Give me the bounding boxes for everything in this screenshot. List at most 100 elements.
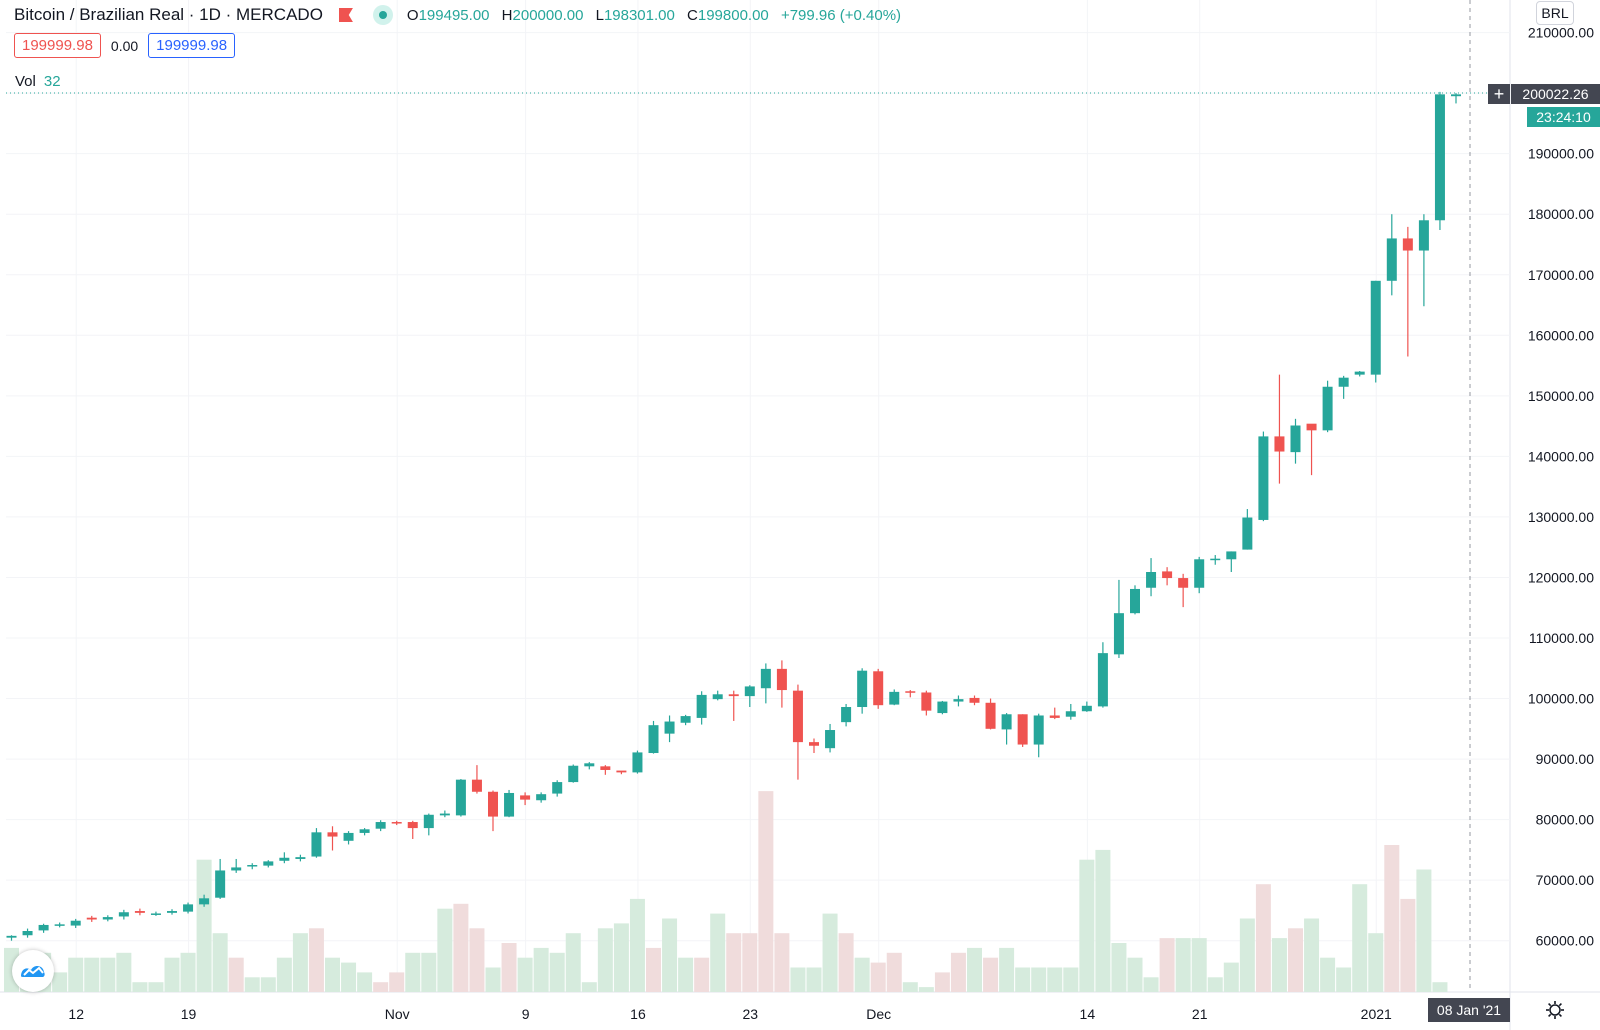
volume-bar [357, 972, 373, 992]
candle-body [199, 898, 210, 905]
tradingview-logo-icon[interactable] [12, 950, 54, 992]
volume-bar [180, 952, 196, 992]
volume-bar [1384, 845, 1400, 992]
plus-icon[interactable]: + [1488, 84, 1510, 104]
high-value: 200000.00 [512, 6, 584, 24]
candle-body [921, 692, 932, 711]
candle-body [423, 814, 434, 829]
candle-body [1322, 386, 1333, 431]
volume-bar [1031, 967, 1047, 992]
candle-body [488, 791, 498, 817]
volume-bar [341, 962, 357, 992]
candle-body [792, 690, 803, 743]
y-tick-label: 110000.00 [1529, 630, 1594, 646]
y-tick-label: 90000.00 [1536, 751, 1595, 767]
volume-bar [52, 972, 68, 992]
volume-bar [581, 982, 597, 992]
volume-bar [164, 957, 180, 992]
volume-bar [1015, 967, 1031, 992]
y-tick-label: 100000.00 [1528, 691, 1594, 707]
candle-body [889, 691, 900, 705]
candle-body [504, 792, 515, 817]
volume-bar [421, 952, 437, 992]
candle-body [327, 832, 338, 837]
candle-body [552, 782, 563, 794]
volume-label: Vol [15, 73, 36, 90]
candle-body [311, 832, 322, 857]
candle-body [1258, 436, 1269, 520]
settings-gear-icon[interactable] [1545, 1000, 1565, 1020]
candle-body [118, 912, 129, 917]
volume-bar [485, 967, 501, 992]
candle-body [1017, 714, 1028, 745]
y-tick-label: 140000.00 [1528, 448, 1594, 464]
ohlc-readout: O199495.00 H200000.00 L198301.00 C199800… [407, 7, 901, 24]
volume-bar [1063, 967, 1079, 992]
candle-body [536, 794, 547, 801]
candle-body [1242, 517, 1253, 550]
candle-body [22, 931, 33, 936]
candle-body [825, 730, 836, 749]
volume-bar [276, 957, 292, 992]
candle-body [937, 701, 948, 714]
candle-body [760, 668, 771, 689]
candle-body [776, 668, 787, 691]
candle-body [1178, 578, 1189, 588]
candle-body [873, 671, 884, 706]
candle-body [1097, 653, 1108, 707]
volume-bar [1239, 918, 1255, 992]
volume-bar [517, 957, 533, 992]
volume-bar [870, 962, 886, 992]
crosshair-date-tag: 08 Jan '21 [1428, 998, 1510, 1022]
y-tick-label: 70000.00 [1536, 872, 1595, 888]
candle-body [1065, 711, 1076, 717]
candle-body [167, 911, 177, 913]
volume-bar [212, 933, 228, 992]
x-tick-label: 9 [522, 1006, 530, 1022]
volume-legend[interactable]: Vol 32 [15, 73, 61, 90]
volume-bar [565, 933, 581, 992]
close-value: 199800.00 [697, 6, 769, 24]
candle-body [664, 721, 675, 734]
volume-bar [613, 923, 629, 992]
candle-body [1162, 571, 1173, 579]
volume-bar [1047, 967, 1063, 992]
volume-bar [1223, 962, 1239, 992]
volume-bar [742, 933, 758, 992]
volume-bar [678, 957, 694, 992]
candle-body [343, 832, 354, 841]
candle-body [183, 904, 194, 912]
volume-bar [501, 943, 517, 992]
volume-bar [1271, 938, 1287, 992]
candle-body [857, 670, 868, 708]
y-tick-label: 150000.00 [1528, 388, 1594, 404]
volume-bar [662, 918, 678, 992]
candle-body [1210, 558, 1221, 561]
y-tick-label: 120000.00 [1528, 569, 1594, 585]
y-tick-label: 80000.00 [1536, 812, 1595, 828]
volume-bar [405, 952, 421, 992]
volume-bar [260, 977, 276, 992]
volume-bar [822, 913, 838, 992]
candle-body [1434, 94, 1445, 221]
volume-bar [533, 947, 549, 992]
volume-bar [918, 987, 934, 992]
low-label: L [595, 6, 604, 24]
candle-body [375, 822, 386, 829]
sell-price-box[interactable]: 199999.98 [14, 33, 101, 58]
y-tick-label: 190000.00 [1528, 146, 1594, 162]
buy-price-box[interactable]: 199999.98 [148, 33, 236, 58]
currency-button[interactable]: BRL [1536, 1, 1574, 25]
candle-body [1226, 551, 1237, 560]
candle-body [568, 765, 579, 783]
volume-bar [244, 977, 260, 992]
flag-icon[interactable] [338, 8, 353, 22]
candle-body [520, 795, 531, 800]
candle-body [1130, 588, 1140, 614]
y-tick-label: 130000.00 [1528, 509, 1594, 525]
candle-body [809, 742, 819, 746]
last-price-tag: 200022.26 [1511, 84, 1600, 104]
candle-body [1146, 572, 1157, 588]
symbol-title[interactable]: Bitcoin / Brazilian Real · 1D · MERCADO [14, 5, 323, 24]
